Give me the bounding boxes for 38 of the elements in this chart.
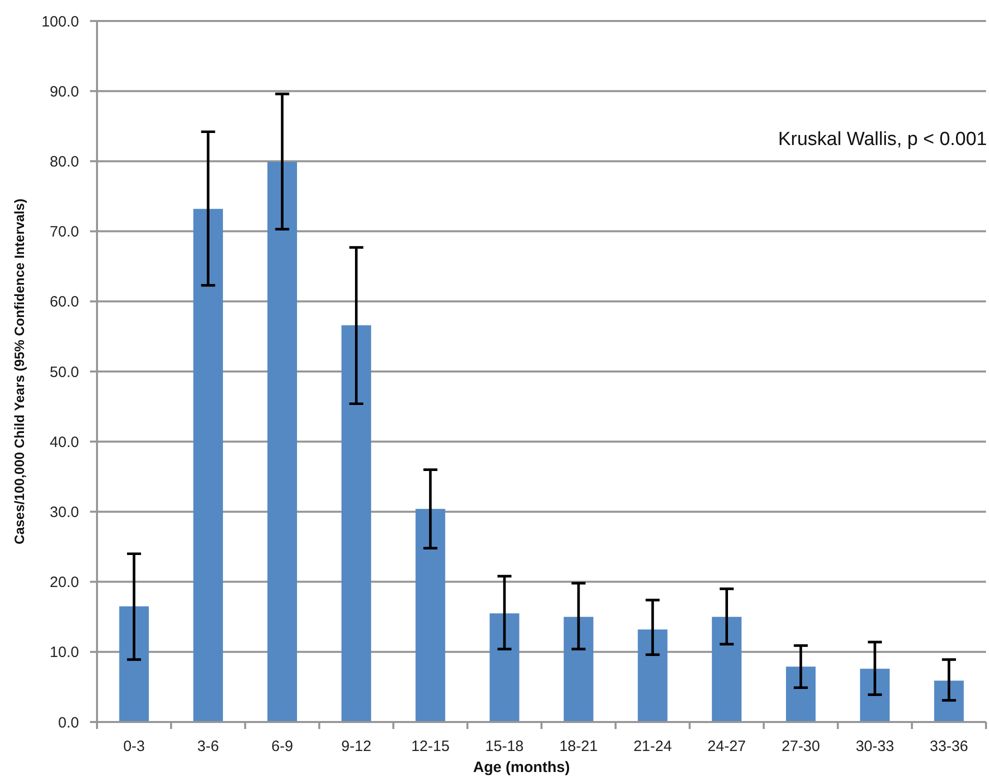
bar <box>786 666 816 722</box>
x-tick-label: 24-27 <box>708 738 746 755</box>
y-tick-label: 10.0 <box>50 644 79 662</box>
bar <box>119 606 149 722</box>
y-tick-label: 70.0 <box>50 224 79 241</box>
x-tick-label: 30-33 <box>856 738 894 755</box>
y-tick-label: 50.0 <box>50 364 79 381</box>
x-tick-label: 21-24 <box>633 738 672 755</box>
y-tick-label: 80.0 <box>50 153 79 170</box>
x-tick-label: 9-12 <box>341 738 372 755</box>
y-tick-label: 40.0 <box>50 434 79 451</box>
bar <box>638 629 668 722</box>
x-tick-label: 0-3 <box>123 738 145 755</box>
bar <box>934 680 964 722</box>
bar <box>860 668 890 722</box>
x-tick-label: 18-21 <box>559 738 598 755</box>
x-tick-label: 15-18 <box>485 738 524 755</box>
y-tick-label: 20.0 <box>50 574 79 592</box>
x-tick-label: 27-30 <box>782 738 820 755</box>
y-tick-label: 0.0 <box>58 714 79 732</box>
bar <box>490 613 520 722</box>
y-axis-title: Cases/100,000 Child Years (95% Confidence Intervals) <box>12 198 27 544</box>
y-tick-label: 30.0 <box>50 504 79 521</box>
annotation: Kruskal Wallis, p < 0.001 <box>778 129 987 150</box>
bar <box>341 325 372 722</box>
y-tick-label: 60.0 <box>50 294 79 311</box>
x-tick-label: 3-6 <box>197 738 219 755</box>
bar <box>267 162 298 722</box>
x-tick-label: 33-36 <box>930 738 968 755</box>
x-axis-title: Age (months) <box>473 759 570 776</box>
bar <box>712 616 742 722</box>
x-tick-label: 12-15 <box>411 738 450 755</box>
y-tick-label: 100.0 <box>41 13 79 30</box>
bar <box>416 508 446 722</box>
y-tick-label: 90.0 <box>50 83 79 100</box>
bar <box>193 208 223 722</box>
x-tick-label: 6-9 <box>271 738 294 755</box>
bar <box>564 616 594 722</box>
